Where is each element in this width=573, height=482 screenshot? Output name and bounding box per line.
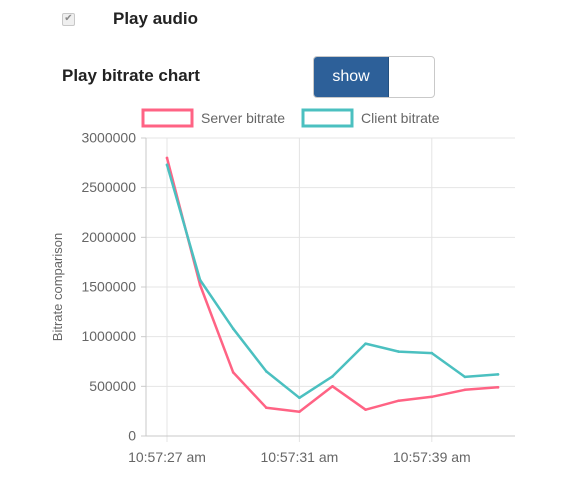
x-tick-label: 10:57:39 am xyxy=(393,449,471,465)
data-point xyxy=(165,163,169,167)
data-point xyxy=(364,408,367,411)
series-line xyxy=(165,156,500,413)
toggle-on-label: show xyxy=(332,68,370,85)
play-bitrate-chart-label: Play bitrate chart xyxy=(62,66,200,85)
data-point xyxy=(265,370,268,373)
legend-label: Server bitrate xyxy=(201,110,285,126)
data-point xyxy=(198,278,202,282)
data-point xyxy=(298,410,301,413)
data-point xyxy=(198,283,202,287)
data-point xyxy=(231,371,235,374)
x-tick-label: 10:57:27 am xyxy=(128,449,206,465)
play-audio-label: Play audio xyxy=(113,9,199,28)
data-point xyxy=(430,395,434,399)
series-line xyxy=(165,163,500,400)
data-point xyxy=(231,327,235,331)
data-point xyxy=(496,373,500,376)
data-point xyxy=(331,375,334,378)
check-icon: ✔ xyxy=(64,13,73,24)
toggle-on-state[interactable]: show xyxy=(314,57,389,97)
data-point xyxy=(298,396,301,400)
data-point xyxy=(463,375,467,379)
y-tick-label: 0 xyxy=(128,428,136,444)
data-point xyxy=(463,388,467,392)
play-audio-checkbox[interactable]: ✔ xyxy=(62,12,75,26)
play-audio-row: ✔ Play audio xyxy=(62,8,198,30)
y-axis-title: Bitrate comparison xyxy=(50,233,65,341)
legend-label: Client bitrate xyxy=(361,110,440,126)
y-tick-label: 1500000 xyxy=(81,279,136,295)
x-tick-label: 10:57:31 am xyxy=(260,449,338,465)
y-tick-label: 1000000 xyxy=(81,328,136,344)
y-tick-label: 2500000 xyxy=(81,179,136,195)
data-point xyxy=(397,399,401,403)
y-tick-label: 3000000 xyxy=(81,130,136,146)
data-point xyxy=(364,342,367,345)
data-point xyxy=(331,385,334,388)
legend-swatch xyxy=(141,108,194,128)
data-point xyxy=(496,386,500,389)
data-point xyxy=(165,156,169,160)
legend-swatch xyxy=(301,108,354,128)
data-point xyxy=(397,350,401,353)
data-point xyxy=(265,406,268,409)
bitrate-line-chart: 3000000 2500000 2000000 1500000 1000000 50000… xyxy=(50,108,515,465)
y-tick-label: 500000 xyxy=(89,378,136,394)
chart-toggle-switch[interactable]: show xyxy=(313,56,435,98)
y-tick-label: 2000000 xyxy=(81,229,136,245)
data-point xyxy=(430,351,434,355)
